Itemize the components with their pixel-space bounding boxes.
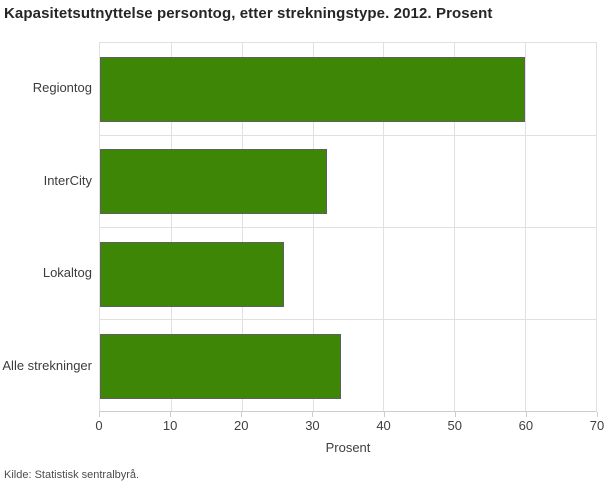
x-axis-tick	[597, 412, 598, 417]
x-axis-tick-label: 30	[305, 418, 320, 433]
x-axis-tick-label: 50	[447, 418, 462, 433]
y-axis-label-regiontog: Regiontog	[32, 80, 92, 96]
x-axis-tick	[525, 412, 527, 417]
gridline-horizontal	[100, 227, 596, 228]
x-axis-tick-label: 60	[518, 418, 534, 433]
y-axis-label-lokaltog: Lokaltog	[42, 265, 92, 281]
bar-lokaltog[interactable]	[100, 241, 285, 307]
x-axis-tick-label: 40	[376, 418, 391, 433]
x-axis-tick	[383, 412, 385, 417]
x-axis-tick-label: 70	[589, 418, 605, 433]
bar-intercity[interactable]	[100, 149, 327, 215]
x-axis-tick	[312, 412, 314, 417]
y-axis-label-intercity: InterCity	[43, 172, 92, 188]
x-axis-tick	[170, 412, 172, 417]
x-axis-tick	[241, 412, 243, 417]
gridline-horizontal	[100, 135, 596, 136]
bar-regiontog[interactable]	[100, 56, 526, 122]
chart-title: Kapasitetsutnyttelse persontog, etter st…	[4, 5, 493, 22]
plot-area	[99, 42, 597, 412]
x-axis-tick	[99, 412, 100, 417]
x-axis-tick	[454, 412, 456, 417]
y-axis-label-alle-strekninger: Alle strekninger	[2, 357, 92, 373]
source-note: Kilde: Statistisk sentralbyrå.	[4, 469, 140, 481]
gridline-horizontal	[100, 319, 596, 320]
x-axis-title: Prosent	[325, 440, 371, 455]
x-axis-tick-label: 0	[95, 418, 103, 433]
x-axis-tick-label: 20	[234, 418, 249, 433]
bar-alle-strekninger[interactable]	[100, 334, 341, 400]
x-axis-tick-label: 10	[162, 418, 178, 433]
